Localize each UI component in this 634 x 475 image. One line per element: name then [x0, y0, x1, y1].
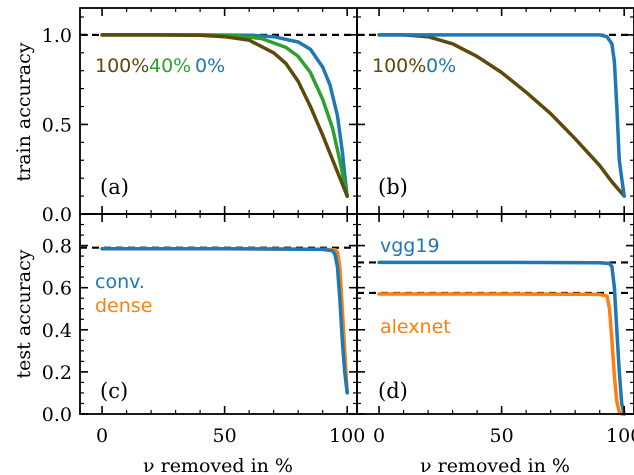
y-tick-label: 0.4: [42, 320, 72, 342]
y-tick-label: 0.5: [42, 114, 72, 136]
ylabel-train: train accuracy: [13, 42, 35, 181]
annotation-label: 0%: [426, 55, 456, 77]
axes-frame: [356, 213, 634, 415]
panel-label: (a): [100, 175, 129, 199]
y-tick-label: 0.2: [42, 362, 72, 384]
annotation-label: 100%: [372, 55, 426, 77]
annotation-label: 100%: [95, 55, 149, 77]
annotation-label: alexnet: [380, 316, 451, 338]
y-tick-label: 1.0: [42, 25, 72, 47]
x-tick-label: 0: [373, 425, 385, 447]
y-tick-label: 0.6: [42, 278, 72, 300]
annotation-label: vgg19: [380, 235, 440, 257]
panel-label: (c): [100, 379, 128, 403]
series-line-2: [377, 33, 626, 198]
series-line-3: [100, 33, 349, 198]
ylabel-test: test accuracy: [13, 249, 35, 378]
y-tick-label: 0.0: [42, 204, 72, 226]
panel-b: 100% 0% (b): [356, 7, 634, 215]
panel-label: (b): [378, 175, 408, 199]
panel-a: 0.0 0.5 1.0 100% 40% 0% (a): [42, 7, 358, 226]
y-tick-label: 0.8: [42, 236, 72, 258]
series-line-2: [377, 292, 624, 416]
y-tick-label: 0.0: [42, 404, 72, 426]
xlabel-right: ν removed in %: [420, 455, 570, 475]
panel-label: (d): [378, 379, 408, 403]
x-tick-label: 50: [213, 425, 237, 447]
annotation-label: conv.: [95, 271, 145, 293]
series-line-2: [100, 246, 349, 395]
x-tick-label: 100: [329, 425, 365, 447]
panel-c: 0.0 0.2 0.4 0.6 0.8 0 50 100 conv.dense (c): [42, 213, 365, 447]
x-tick-label: 50: [490, 425, 514, 447]
xlabel-left: ν removed in %: [143, 455, 293, 475]
x-tick-label: 100: [606, 425, 634, 447]
annotation-label: 0%: [195, 55, 225, 77]
axis-labels: train accuracy test accuracy ν removed i…: [13, 42, 570, 475]
annotation-label: dense: [95, 295, 152, 317]
x-tick-label: 0: [96, 425, 108, 447]
annotation-label: 40%: [149, 55, 191, 77]
series-line-1: [377, 260, 626, 416]
panel-d: 0 50 100 vgg19 alexnet (d): [356, 213, 634, 447]
